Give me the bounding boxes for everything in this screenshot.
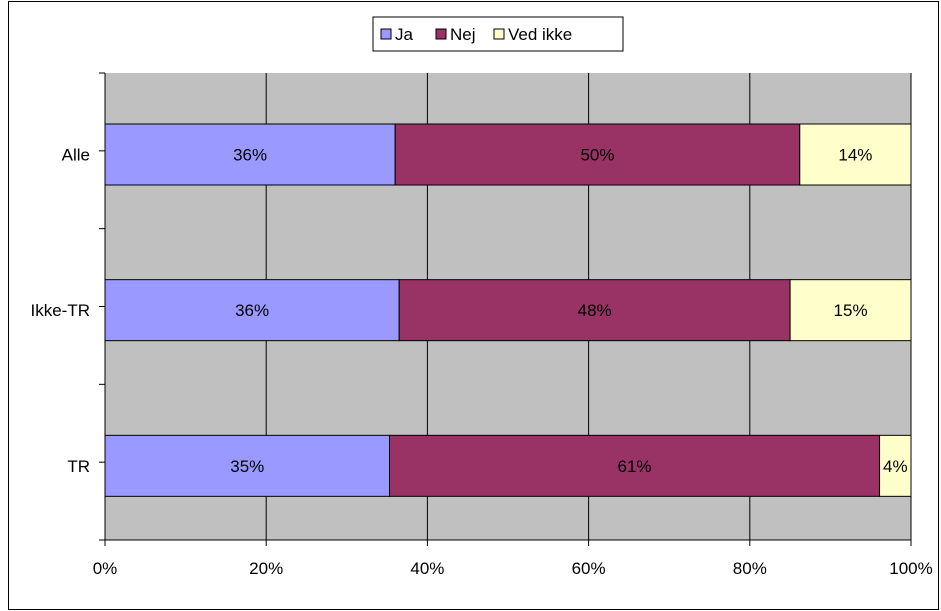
- data-label-tr-ja: 35%: [230, 457, 264, 476]
- category-label-ikke-tr: Ikke-TR: [31, 301, 91, 320]
- legend-label-nej: Nej: [450, 25, 476, 44]
- bar-alle-nej: [394, 123, 801, 186]
- category-label-tr: TR: [67, 457, 90, 476]
- data-label-alle-ja: 36%: [233, 146, 267, 165]
- bar-alle-ved-ikke: [799, 123, 912, 186]
- legend-label-ved-ikke: Ved ikke: [508, 25, 572, 44]
- x-tick-label-2: 40%: [410, 559, 444, 578]
- bar-alle-ja: [104, 123, 396, 186]
- x-tick-label-5: 100%: [889, 559, 932, 578]
- bar-ikke-tr-ved-ikke: [789, 279, 912, 342]
- data-label-tr-nej: 61%: [618, 457, 652, 476]
- legend-swatch-ja: [380, 28, 392, 40]
- category-label-alle: Alle: [62, 146, 90, 165]
- bar-ikke-tr-nej: [398, 279, 791, 342]
- data-label-ikke-tr-ved-ikke: 15%: [834, 301, 868, 320]
- legend-swatch-ved-ikke: [493, 28, 505, 40]
- data-label-alle-nej: 50%: [580, 146, 614, 165]
- x-tick-label-0: 0%: [93, 559, 118, 578]
- bar-tr-ved-ikke: [879, 434, 912, 497]
- bar-tr-nej: [389, 434, 881, 497]
- data-label-tr-ved-ikke: 4%: [883, 457, 908, 476]
- legend: Ja Nej Ved ikke: [372, 16, 624, 52]
- x-tick-label-1: 20%: [249, 559, 283, 578]
- data-label-ikke-tr-nej: 48%: [578, 301, 612, 320]
- x-tick-label-3: 60%: [572, 559, 606, 578]
- legend-label-ja: Ja: [395, 25, 414, 44]
- bar-tr-ja: [104, 434, 391, 497]
- legend-swatch-nej: [435, 28, 447, 40]
- x-tick-label-4: 80%: [733, 559, 767, 578]
- data-label-alle-ved-ikke: 14%: [838, 146, 872, 165]
- data-label-ikke-tr-ja: 36%: [235, 301, 269, 320]
- plot-area: 36% 50% 14% Alle 36% 48% 15% Ikke-TR 35% 61% 4% TR 0…: [31, 72, 933, 578]
